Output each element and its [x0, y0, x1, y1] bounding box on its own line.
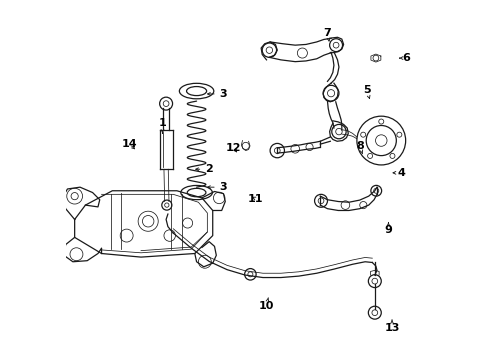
Text: 10: 10 — [259, 298, 274, 311]
Text: 11: 11 — [248, 194, 264, 204]
Text: 1: 1 — [159, 118, 167, 133]
Text: 4: 4 — [393, 168, 405, 178]
Text: 7: 7 — [323, 28, 331, 41]
Text: 12: 12 — [226, 143, 241, 153]
Text: 5: 5 — [363, 85, 371, 99]
Text: 6: 6 — [400, 53, 410, 63]
Text: 3: 3 — [208, 89, 227, 99]
Text: 3: 3 — [208, 182, 227, 192]
Text: 8: 8 — [356, 141, 364, 154]
Text: 2: 2 — [196, 164, 213, 174]
Text: 13: 13 — [384, 320, 400, 333]
Text: 9: 9 — [385, 222, 392, 235]
Text: 14: 14 — [122, 139, 137, 149]
